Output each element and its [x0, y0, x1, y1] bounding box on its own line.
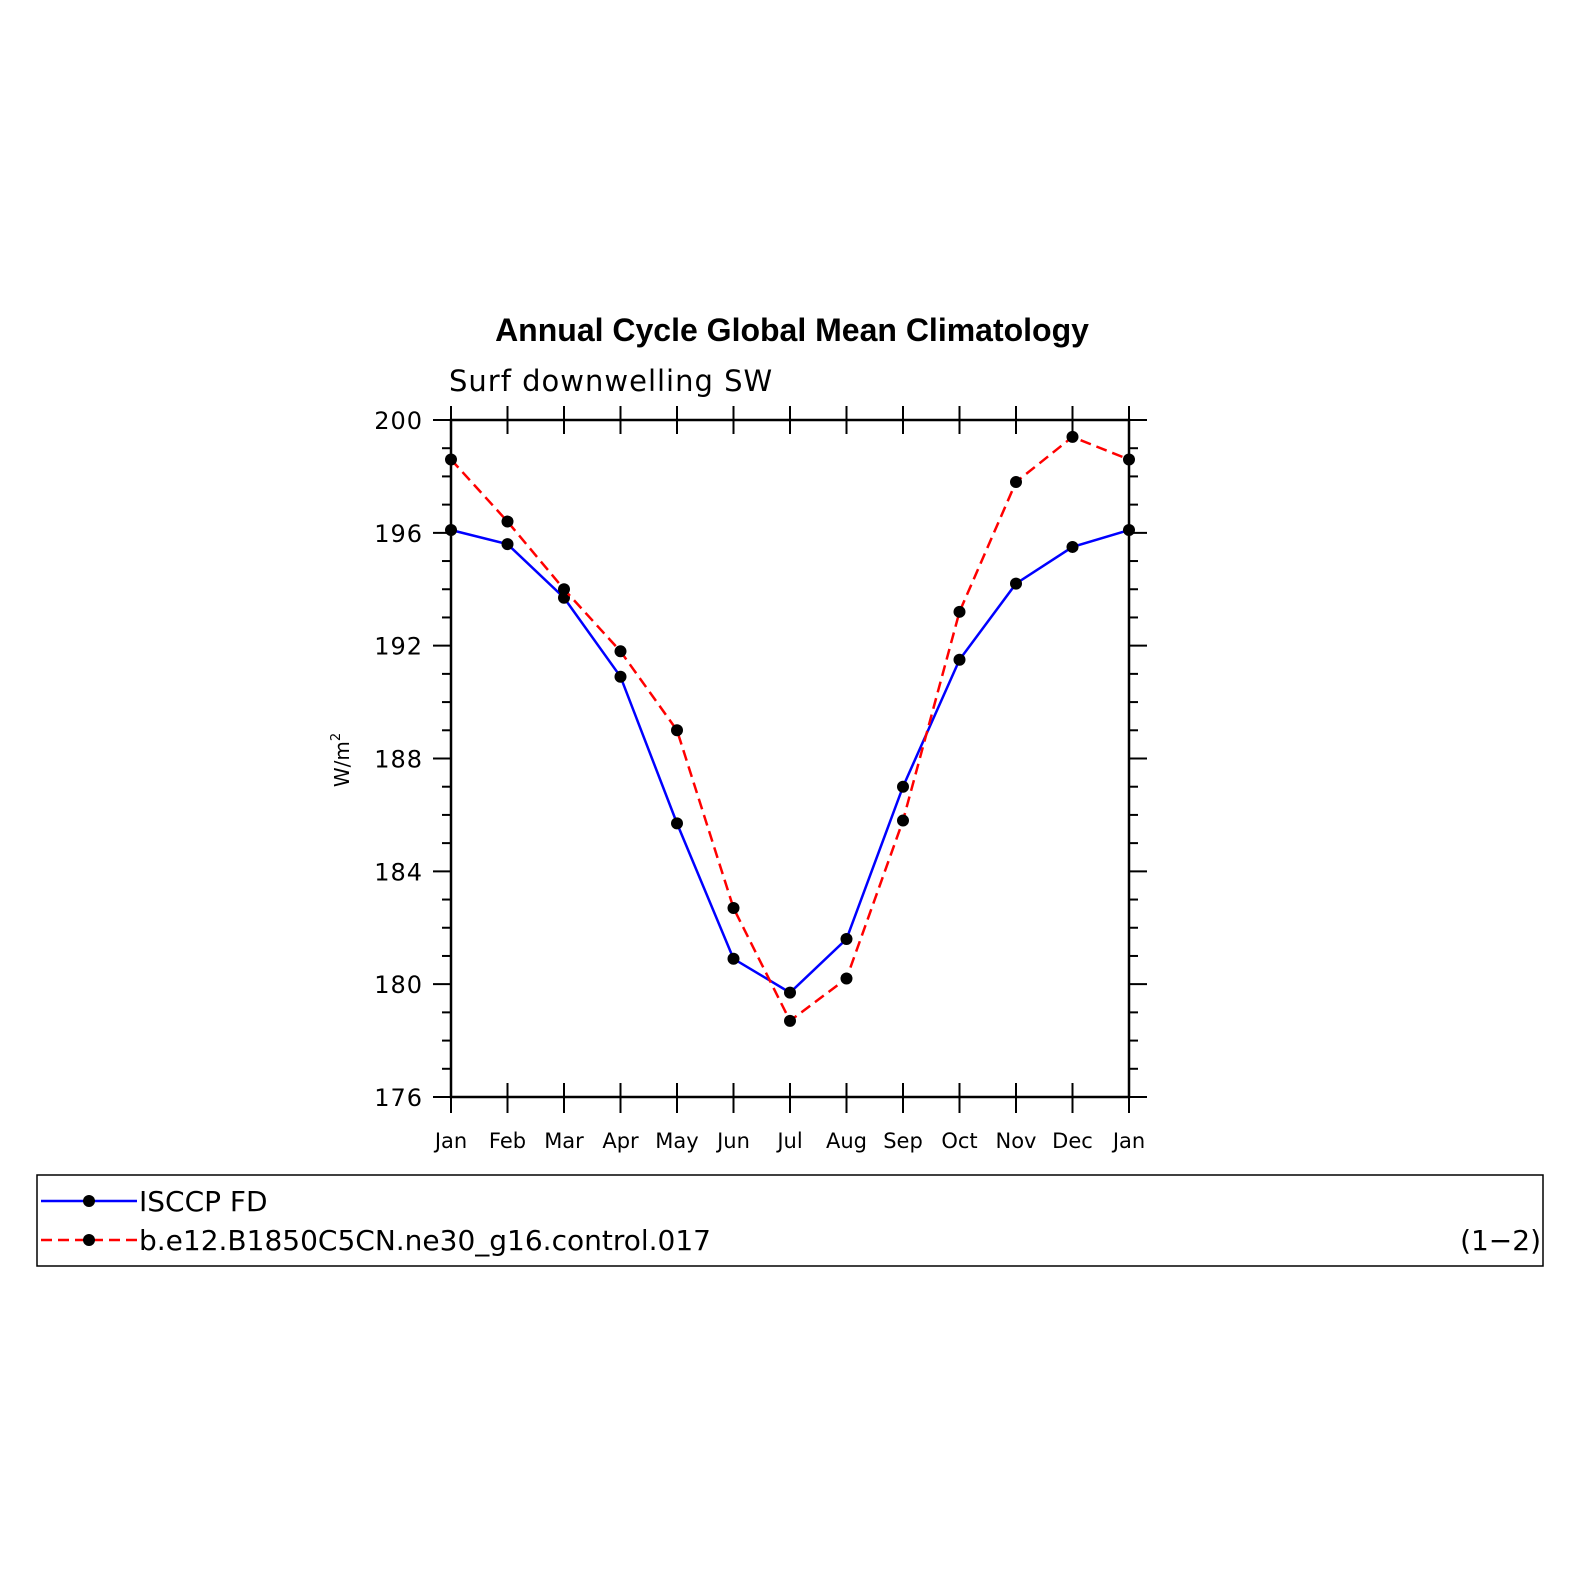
data-point — [1066, 430, 1079, 443]
series-layer — [445, 430, 1135, 1027]
data-point — [1010, 577, 1022, 590]
y-tick-label: 192 — [374, 633, 423, 661]
data-point — [1066, 540, 1079, 553]
series-1 — [445, 524, 1135, 999]
x-tick-label: Mar — [544, 1129, 584, 1153]
y-tick-label: 176 — [374, 1084, 423, 1112]
data-point — [897, 814, 909, 827]
data-point — [784, 1014, 796, 1027]
x-tick-label: Jun — [715, 1129, 750, 1153]
legend-note: (1−2) — [1460, 1224, 1541, 1257]
legend-entries: ISCCP FD b.e12.B1850C5CN.ne30_g16.control… — [41, 1185, 711, 1257]
data-point — [953, 653, 966, 666]
x-tick-label: Jul — [775, 1129, 802, 1153]
x-tick-label: Aug — [826, 1129, 867, 1153]
data-point — [614, 670, 627, 683]
y-tick-label: 180 — [374, 971, 423, 999]
x-tick-label: Dec — [1052, 1129, 1093, 1153]
legend-label: b.e12.B1850C5CN.ne30_g16.control.017 — [139, 1224, 711, 1257]
data-point — [671, 817, 683, 830]
chart-title: Annual Cycle Global Mean Climatology — [495, 312, 1089, 348]
y-tick-label: 184 — [374, 858, 423, 886]
data-point — [897, 780, 909, 793]
legend-box — [36, 1174, 1544, 1267]
data-point — [727, 952, 740, 965]
data-point — [614, 645, 627, 658]
chart-subtitle: Surf downwelling SW — [449, 364, 773, 398]
legend-marker — [83, 1195, 95, 1207]
data-point — [840, 972, 853, 985]
data-point — [840, 933, 853, 946]
series-line — [450, 528, 1130, 995]
data-point — [501, 515, 514, 528]
data-point — [727, 902, 740, 915]
data-point — [558, 583, 570, 596]
y-axis-label: W/m2 — [329, 733, 354, 787]
plot-frame — [449, 418, 1131, 1099]
legend-marker — [83, 1234, 95, 1246]
data-point — [784, 986, 796, 999]
x-tick-label: Sep — [883, 1129, 923, 1153]
y-tick-label: 196 — [374, 520, 423, 548]
x-tick-label: Jan — [433, 1129, 467, 1153]
data-point — [501, 538, 514, 551]
x-tick-labels: Jan Feb Mar Apr May Jun Jul Aug Sep Oct Nov Dec Jan — [433, 1129, 1145, 1153]
y-tick-labels: 176 180 184 188 192 196 200 — [374, 407, 423, 1112]
series-2 — [445, 430, 1135, 1027]
y-axis-label-superscript: 2 — [329, 733, 344, 741]
x-tick-label: Jan — [1111, 1129, 1145, 1153]
x-tick-label: Apr — [602, 1129, 639, 1153]
y-axis-label-text: W/m — [330, 741, 354, 787]
x-tick-label: May — [655, 1129, 698, 1153]
series-line — [450, 435, 1130, 1023]
y-tick-label: 200 — [374, 407, 423, 435]
data-point — [1010, 476, 1022, 489]
y-tick-label: 188 — [374, 746, 423, 774]
x-tick-label: Feb — [489, 1129, 526, 1153]
x-tick-label: Oct — [941, 1129, 977, 1153]
svg-text:W/m2: W/m2 — [329, 733, 354, 787]
data-point — [558, 591, 570, 604]
x-tick-label: Nov — [996, 1129, 1037, 1153]
data-point — [671, 724, 683, 737]
legend-label: ISCCP FD — [139, 1185, 268, 1218]
axis-ticks — [433, 406, 1147, 1113]
data-point — [953, 605, 966, 618]
